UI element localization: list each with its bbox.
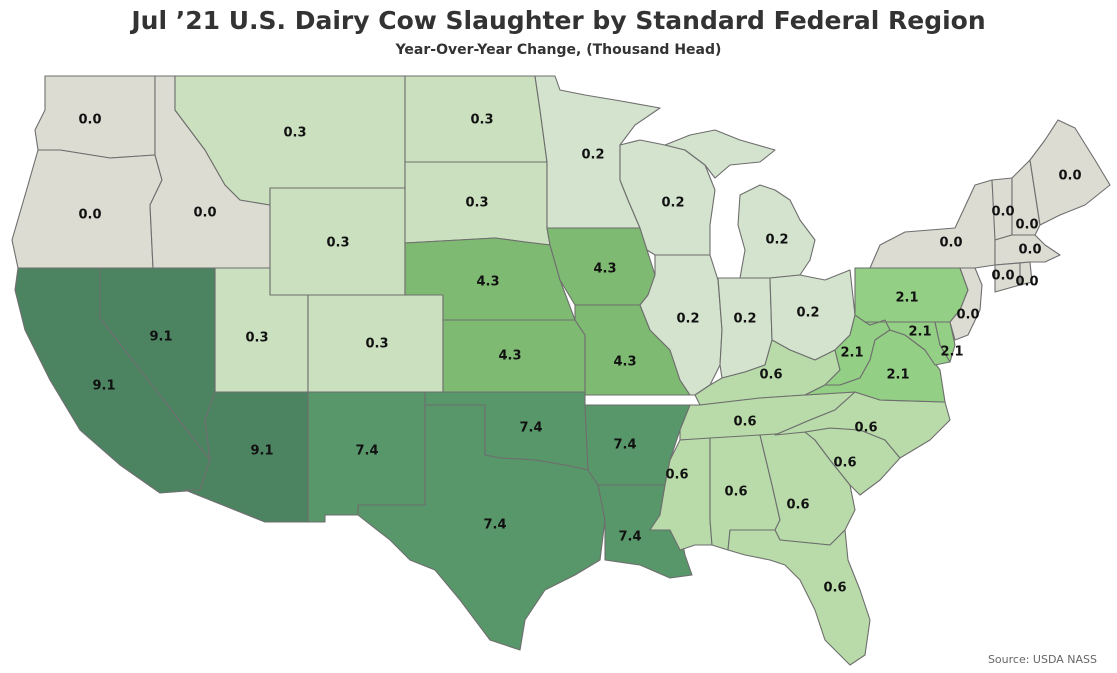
state-new-york[interactable]	[854, 179, 996, 269]
label-indiana: 0.2	[733, 312, 756, 327]
label-mississippi: 0.6	[665, 468, 688, 483]
label-florida: 0.6	[823, 581, 846, 596]
state-rhode-island[interactable]	[1019, 261, 1033, 286]
label-new-mexico: 7.4	[355, 444, 378, 459]
label-delaware: 2.1	[940, 345, 963, 360]
state-texas[interactable]	[357, 404, 606, 651]
label-colorado: 0.3	[365, 337, 388, 352]
label-iowa: 4.3	[593, 262, 616, 277]
label-utah: 0.3	[245, 331, 268, 346]
label-oregon: 0.0	[78, 208, 101, 223]
label-washington: 0.0	[78, 113, 101, 128]
label-massachusetts: 0.0	[1018, 243, 1041, 258]
state-florida[interactable]	[727, 529, 871, 666]
label-california: 9.1	[92, 379, 115, 394]
label-virginia: 2.1	[886, 368, 909, 383]
state-value-labels: 0.0 0.0 0.0 0.3 0.3 0.3 0.3 0.3 0.3 4.3 …	[78, 113, 1081, 596]
label-minnesota: 0.2	[581, 148, 604, 163]
state-new-hampshire[interactable]	[1011, 159, 1041, 236]
label-arkansas: 7.4	[613, 438, 636, 453]
map-subtitle: Year-Over-Year Change, (Thousand Head)	[395, 42, 722, 58]
label-maine: 0.0	[1058, 169, 1081, 184]
label-oklahoma: 7.4	[519, 421, 542, 436]
state-new-jersey[interactable]	[949, 267, 983, 341]
label-nebraska: 4.3	[476, 275, 499, 290]
label-texas: 7.4	[483, 518, 506, 533]
label-new-jersey: 0.0	[956, 308, 979, 323]
source-note: Source: USDA NASS	[987, 653, 1097, 666]
state-maine[interactable]	[1029, 119, 1111, 226]
label-north-dakota: 0.3	[470, 113, 493, 128]
state-nebraska[interactable]	[404, 237, 576, 321]
label-pennsylvania: 2.1	[895, 291, 918, 306]
label-arizona: 9.1	[250, 444, 273, 459]
label-maryland: 2.1	[908, 325, 931, 340]
label-north-carolina: 0.6	[854, 421, 877, 436]
map-title: Jul ’21 U.S. Dairy Cow Slaughter by Stan…	[131, 6, 986, 35]
label-new-york: 0.0	[939, 236, 962, 251]
label-kentucky: 0.6	[759, 368, 782, 383]
label-montana: 0.3	[283, 126, 306, 141]
label-georgia: 0.6	[786, 498, 809, 513]
state-indiana[interactable]	[717, 277, 773, 379]
label-south-carolina: 0.6	[833, 456, 856, 471]
label-louisiana: 7.4	[618, 530, 641, 545]
label-south-dakota: 0.3	[465, 196, 488, 211]
state-delaware[interactable]	[934, 321, 956, 363]
label-rhode-island: 0.0	[1015, 275, 1038, 290]
label-wisconsin: 0.2	[661, 196, 684, 211]
label-tennessee: 0.6	[733, 415, 756, 430]
state-michigan-upper[interactable]	[664, 129, 776, 179]
state-michigan[interactable]	[737, 184, 816, 279]
label-new-hampshire: 0.0	[1015, 218, 1038, 233]
label-kansas: 4.3	[498, 349, 521, 364]
label-vermont: 0.0	[991, 205, 1014, 220]
label-alabama: 0.6	[724, 485, 747, 500]
label-west-virginia: 2.1	[840, 346, 863, 361]
label-michigan: 0.2	[765, 233, 788, 248]
state-shapes	[11, 75, 1111, 666]
label-nevada: 9.1	[149, 330, 172, 345]
label-illinois: 0.2	[676, 312, 699, 327]
label-wyoming: 0.3	[326, 236, 349, 251]
label-connecticut: 0.0	[991, 269, 1014, 284]
label-ohio: 0.2	[796, 306, 819, 321]
label-idaho: 0.0	[193, 206, 216, 221]
label-missouri: 4.3	[613, 355, 636, 370]
